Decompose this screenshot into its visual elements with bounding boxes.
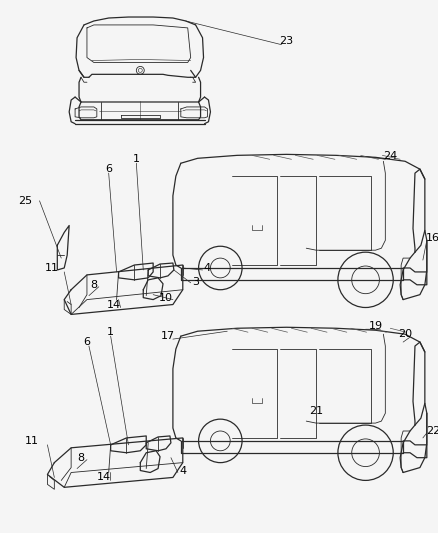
Text: 8: 8: [90, 280, 97, 290]
Text: 1: 1: [133, 154, 140, 164]
Text: 4: 4: [179, 465, 186, 475]
Text: 8: 8: [77, 453, 85, 463]
Text: 11: 11: [44, 263, 58, 273]
Text: 20: 20: [397, 329, 411, 339]
Text: 16: 16: [425, 233, 438, 244]
Text: 6: 6: [105, 164, 112, 174]
Text: 22: 22: [425, 426, 438, 436]
Text: 14: 14: [106, 300, 120, 310]
Text: 23: 23: [279, 36, 293, 46]
Text: 21: 21: [308, 406, 322, 416]
Text: 14: 14: [96, 472, 110, 482]
Text: 3: 3: [192, 277, 199, 287]
Text: 17: 17: [161, 331, 175, 341]
Text: 25: 25: [18, 196, 32, 206]
Text: 19: 19: [367, 321, 381, 332]
Text: 1: 1: [107, 327, 114, 337]
Text: 4: 4: [204, 263, 211, 273]
Text: 6: 6: [83, 337, 90, 347]
Text: 10: 10: [159, 293, 173, 303]
Text: 11: 11: [25, 436, 39, 446]
Text: 24: 24: [382, 151, 396, 161]
